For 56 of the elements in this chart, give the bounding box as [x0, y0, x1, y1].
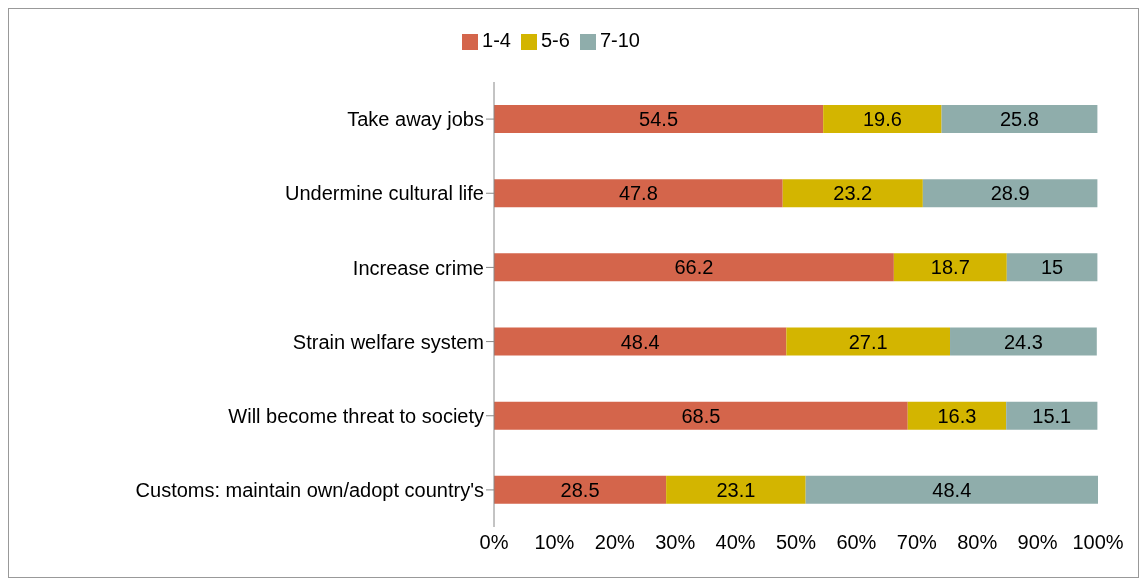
x-tick-label: 90% [1017, 531, 1058, 554]
bar [893, 253, 1007, 282]
x-tick-label: 30% [655, 531, 696, 554]
x-tick-label: 10% [534, 531, 575, 554]
bar [823, 105, 942, 133]
data-label: 54.5 [639, 108, 679, 131]
x-tick-label: 100% [1072, 531, 1124, 554]
bar [782, 179, 923, 208]
bar [786, 327, 951, 356]
data-label: 23.1 [716, 478, 756, 501]
data-label: 19.6 [862, 108, 902, 131]
x-tick-label: 20% [594, 531, 636, 554]
bar [494, 253, 894, 282]
bar [941, 105, 1098, 133]
data-label: 48.4 [932, 478, 972, 501]
y-tick-label: Will become threat to society [228, 404, 484, 427]
bar [494, 105, 824, 133]
bar [1006, 253, 1098, 282]
data-label: 28.5 [560, 478, 600, 501]
data-label: 15 [1040, 256, 1064, 279]
x-tick-label: 70% [896, 531, 938, 554]
x-tick-label: 0% [479, 531, 509, 554]
data-label: 24.3 [1003, 330, 1043, 353]
bar [494, 179, 783, 208]
bar [922, 179, 1098, 208]
data-label: 18.7 [930, 256, 970, 279]
x-tick-label: 40% [715, 531, 756, 554]
y-tick-label: Customs: maintain own/adopt country's [135, 479, 484, 502]
bar [907, 401, 1007, 430]
legend-label: 7-10 [599, 29, 640, 51]
data-label: 48.4 [620, 330, 660, 353]
legend-label: 1-4 [482, 29, 511, 51]
data-label: 15.1 [1032, 404, 1072, 427]
data-label: 16.3 [937, 404, 977, 427]
bar [666, 475, 806, 504]
legend-label: 5-6 [540, 29, 570, 51]
x-tick-label: 60% [836, 531, 877, 554]
y-tick-label: Increase crime [352, 256, 484, 279]
bar [494, 401, 908, 430]
x-tick-label: 80% [957, 531, 998, 554]
data-label: 25.8 [1000, 108, 1039, 131]
data-label: 47.8 [618, 182, 658, 205]
bar [805, 475, 1098, 504]
data-label: 68.5 [681, 404, 721, 427]
y-tick-label: Strain welfare system [292, 330, 484, 353]
y-tick-label: Undermine cultural life [285, 182, 484, 205]
data-label: 27.1 [848, 330, 888, 353]
bar [494, 327, 787, 356]
data-label: 66.2 [674, 256, 714, 279]
bar [1006, 401, 1098, 430]
data-label: 23.2 [833, 182, 873, 205]
x-tick-label: 50% [775, 531, 817, 554]
bar [494, 475, 667, 504]
bar [950, 327, 1097, 356]
y-tick-label: Take away jobs [347, 108, 484, 131]
data-label: 28.9 [990, 182, 1030, 205]
